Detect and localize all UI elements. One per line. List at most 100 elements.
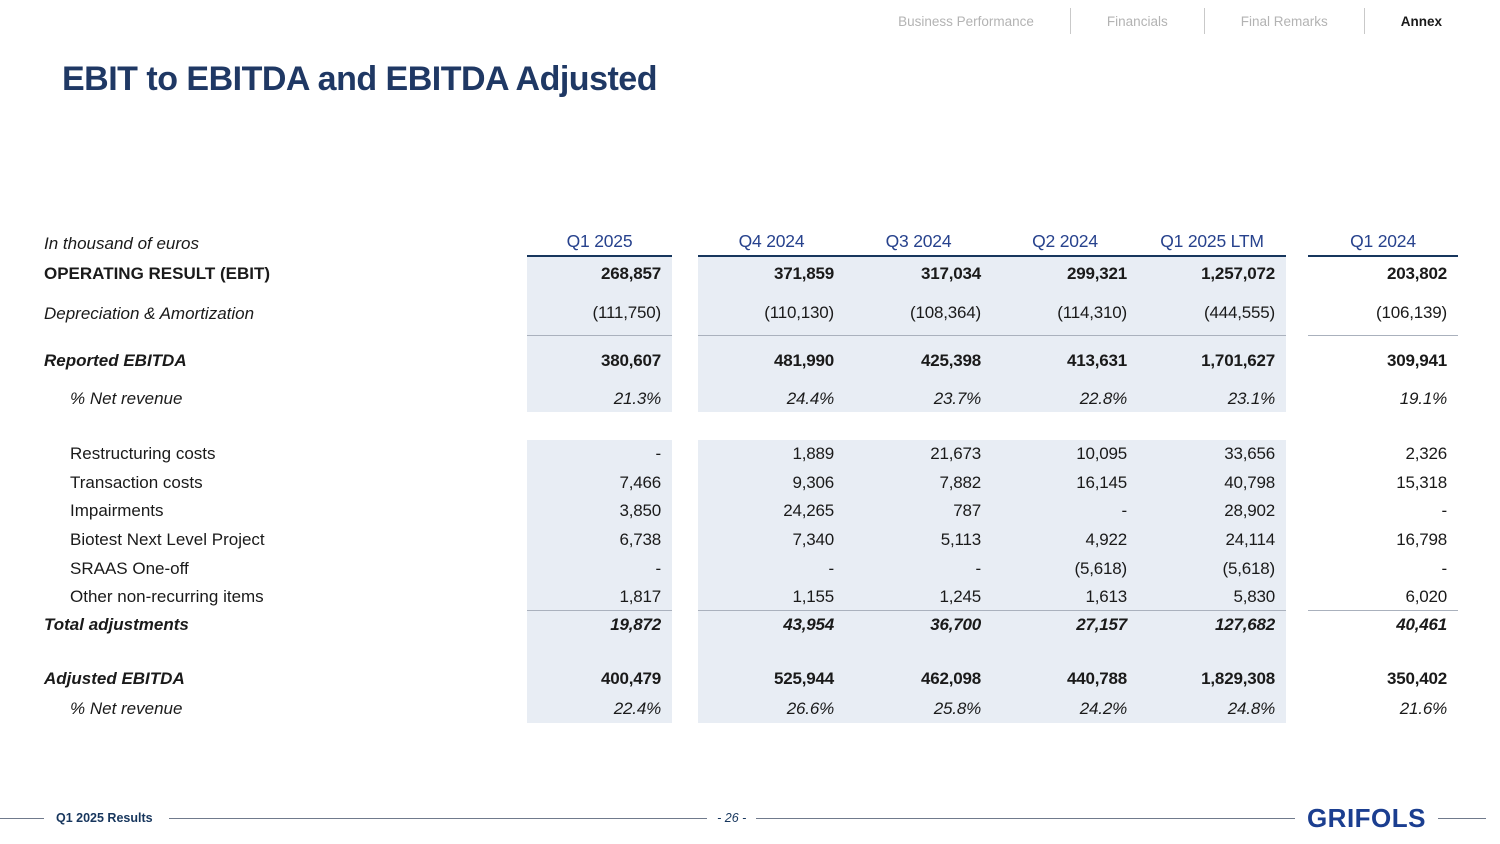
cell-empty (527, 639, 672, 663)
top-navigation: Business Performance Financials Final Re… (862, 8, 1442, 34)
cell-value: 481,990 (698, 336, 845, 385)
column-gap (672, 525, 698, 554)
column-gap (1286, 497, 1308, 525)
row-spacer (44, 639, 1458, 663)
row-label (44, 639, 527, 663)
row-net-revenue-reported: % Net revenue 21.3% 24.4% 23.7% 22.8% 23… (44, 385, 1458, 412)
cell-value: 23.1% (1138, 385, 1286, 412)
cell-value: 36,700 (845, 611, 992, 639)
cell-value: (110,130) (698, 291, 845, 336)
cell-value: 21.6% (1399, 698, 1447, 718)
ebitda-table: In thousand of euros Q1 2025 Q4 2024 Q3 … (44, 227, 1458, 723)
cell-value: 43,954 (698, 611, 845, 639)
footer-line (1438, 817, 1486, 819)
cell-value: 22.8% (992, 385, 1138, 412)
footer-line (0, 817, 44, 819)
row-label: Reported EBITDA (44, 350, 187, 370)
row-label: Adjusted EBITDA (44, 668, 185, 688)
row-adjusted-ebitda: Adjusted EBITDA 400,479 525,944 462,098 … (44, 663, 1458, 694)
cell-value: 317,034 (845, 257, 992, 291)
column-gap (1286, 525, 1308, 554)
column-gap (1286, 583, 1308, 611)
column-gap (1286, 468, 1308, 497)
cell-value: 19,872 (527, 611, 672, 639)
row-transaction-costs: Transaction costs 7,466 9,306 7,882 16,1… (44, 468, 1458, 497)
row-depreciation-amortization: Depreciation & Amortization (111,750) (1… (44, 291, 1458, 336)
column-gap (1286, 440, 1308, 468)
cell-value: 24.4% (698, 385, 845, 412)
column-header-q3-2024: Q3 2024 (845, 231, 992, 257)
column-gap (1286, 663, 1308, 694)
cell-value: 9,306 (698, 468, 845, 497)
footer: Q1 2025 Results - 26 - GRIFOLS (0, 802, 1500, 833)
column-header-q1-2024: Q1 2024 (1308, 231, 1458, 257)
cell-value: 1,889 (698, 440, 845, 468)
column-gap (672, 440, 698, 468)
cell-value: 462,098 (845, 663, 992, 694)
cell-value: 19.1% (1399, 388, 1447, 408)
row-label: Impairments (70, 501, 164, 520)
cell-value: - (1441, 558, 1448, 578)
cell-value: 425,398 (845, 336, 992, 385)
cell-value: 3,850 (527, 497, 672, 525)
cell-value: (106,139) (1308, 291, 1458, 336)
row-biotest-next-level-project: Biotest Next Level Project 6,738 7,340 5… (44, 525, 1458, 554)
cell-value: - (527, 554, 672, 583)
column-gap (1286, 291, 1308, 336)
grifols-logo: GRIFOLS (1306, 802, 1426, 833)
cell-empty (992, 639, 1138, 663)
column-header-q1-2025: Q1 2025 (527, 231, 672, 257)
cell-value: 2,326 (1405, 444, 1447, 463)
nav-item-final-remarks[interactable]: Final Remarks (1240, 13, 1328, 29)
row-impairments: Impairments 3,850 24,265 787 - 28,902 - (44, 497, 1458, 525)
column-gap (672, 663, 698, 694)
nav-divider (1363, 8, 1365, 34)
cell-value: 413,631 (992, 336, 1138, 385)
cell-value: - (527, 440, 672, 468)
column-gap (1286, 257, 1308, 291)
cell-value: 10,095 (992, 440, 1138, 468)
row-label: Restructuring costs (70, 444, 216, 463)
cell-value: 40,798 (1138, 468, 1286, 497)
cell-empty (1308, 639, 1458, 663)
cell-value: 6,738 (527, 525, 672, 554)
cell-value: 5,830 (1138, 583, 1286, 611)
cell-value: 203,802 (1386, 264, 1447, 283)
cell-value: 1,829,308 (1138, 663, 1286, 694)
nav-item-financials[interactable]: Financials (1106, 13, 1168, 29)
cell-value: 371,859 (698, 257, 845, 291)
cell-empty (845, 639, 992, 663)
cell-value: 28,902 (1138, 497, 1286, 525)
cell-value: 4,922 (992, 525, 1138, 554)
cell-value: 7,340 (698, 525, 845, 554)
cell-value: 6,020 (1308, 583, 1458, 611)
column-gap (1286, 639, 1308, 663)
cell-value: 5,113 (845, 525, 992, 554)
nav-item-business-performance[interactable]: Business Performance (898, 13, 1034, 29)
cell-value: 299,321 (992, 257, 1138, 291)
row-restructuring-costs: Restructuring costs - 1,889 21,673 10,09… (44, 440, 1458, 468)
cell-value: 1,613 (992, 583, 1138, 611)
column-gap (1286, 336, 1308, 385)
nav-item-annex[interactable]: Annex (1400, 13, 1442, 29)
row-other-non-recurring-items: Other non-recurring items 1,817 1,155 1,… (44, 583, 1458, 611)
nav-divider (1203, 8, 1205, 34)
column-gap (672, 257, 698, 291)
column-gap (672, 611, 698, 639)
page-number: - 26 - (717, 811, 747, 825)
cell-value: 127,682 (1138, 611, 1286, 639)
cell-value: 7,882 (845, 468, 992, 497)
cell-value: 24,265 (698, 497, 845, 525)
cell-value: 24.2% (992, 694, 1138, 723)
row-label: OPERATING RESULT (EBIT) (44, 264, 271, 283)
cell-value: 1,155 (698, 583, 845, 611)
nav-divider (1069, 8, 1071, 34)
cell-value: 525,944 (698, 663, 845, 694)
row-label: Transaction costs (70, 472, 203, 492)
row-total-adjustments: Total adjustments 19,872 43,954 36,700 2… (44, 611, 1458, 639)
cell-value: - (1441, 501, 1448, 520)
column-gap (672, 497, 698, 525)
column-gap (672, 468, 698, 497)
row-label: % Net revenue (70, 388, 183, 408)
cell-value: 21.3% (527, 385, 672, 412)
